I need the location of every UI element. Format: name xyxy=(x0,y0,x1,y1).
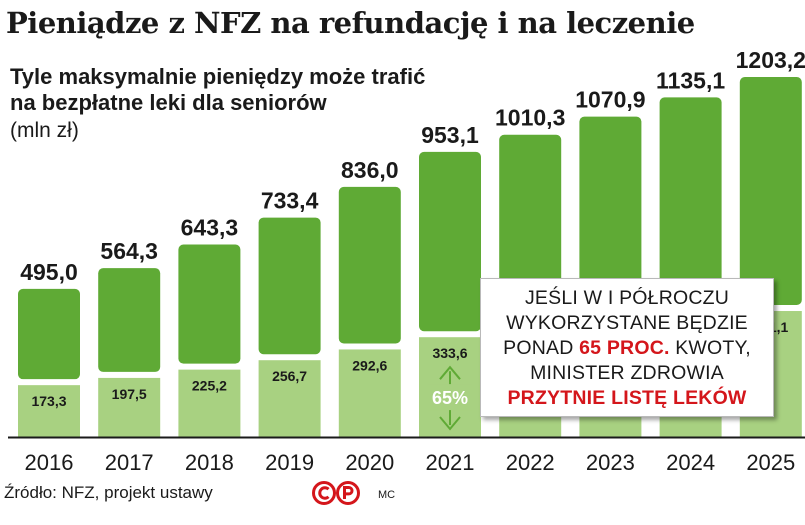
callout-highlight-percent: 65 PROC. xyxy=(579,337,670,359)
x-tick-label-2017: 2017 xyxy=(105,450,154,475)
bar-segment-dark-2022 xyxy=(499,134,562,326)
callout-line-3: PONAD 65 PROC. KWOTY, xyxy=(481,336,773,361)
x-tick-label-2021: 2021 xyxy=(426,450,475,475)
x-tick-label-2016: 2016 xyxy=(25,450,74,475)
bar-segment-light-2017 xyxy=(98,377,161,437)
x-tick-label-2020: 2020 xyxy=(345,450,394,475)
chart-title: Pieniądze z NFZ na refundację i na lecze… xyxy=(6,6,695,40)
subtitle-line-1: Tyle maksymalnie pieniędzy może trafić xyxy=(10,64,426,89)
unit-label: (mln zł) xyxy=(10,119,79,142)
callout-line-3-pre: PONAD xyxy=(503,337,580,359)
bar-total-label-2021: 953,1 xyxy=(421,122,479,148)
bar-value-label-2017: 197,5 xyxy=(112,386,147,402)
x-tick-label-2022: 2022 xyxy=(506,450,555,475)
bar-value-label-2018: 225,2 xyxy=(192,378,227,394)
bar-total-label-2022: 1010,3 xyxy=(495,105,565,131)
bar-segment-light-2019 xyxy=(258,360,321,437)
bar-segment-dark-2021 xyxy=(419,151,481,332)
highlight-label-bg xyxy=(428,384,472,411)
bar-total-label-2016: 495,0 xyxy=(20,259,78,285)
callout-box: JEŚLI W I PÓŁROCZU WYKORZYSTANE BĘDZIE P… xyxy=(480,278,774,417)
bar-segment-light-2018 xyxy=(178,369,241,437)
bar-total-label-2024: 1135,1 xyxy=(656,67,725,93)
callout-line-1: JEŚLI W I PÓŁROCZU xyxy=(524,287,730,309)
bar-segment-dark-2017 xyxy=(98,268,161,372)
source-note: Źródło: NFZ, projekt ustawy xyxy=(4,483,213,502)
bar-total-label-2017: 564,3 xyxy=(100,238,158,264)
bar-value-label-2016: 173,3 xyxy=(31,393,66,409)
chart-subtitle: Tyle maksymalnie pieniędzy może trafić n… xyxy=(10,64,530,116)
x-tick-label-2018: 2018 xyxy=(185,450,234,475)
bar-segment-dark-2018 xyxy=(178,244,241,364)
copyright-logo-icon xyxy=(312,481,360,505)
bar-total-label-2023: 1070,9 xyxy=(575,87,645,113)
bar-segment-dark-2016 xyxy=(18,288,80,380)
bar-value-label-2020: 292,6 xyxy=(352,357,387,373)
bar-segment-dark-2024 xyxy=(659,97,722,313)
callout-line-4: MINISTER ZDROWIA xyxy=(530,362,724,384)
bar-segment-dark-2025 xyxy=(739,77,802,306)
bar-total-label-2018: 643,3 xyxy=(181,215,239,241)
x-tick-label-2019: 2019 xyxy=(265,450,314,475)
x-tick-label-2025: 2025 xyxy=(746,450,795,475)
author-initials: MC xyxy=(378,489,396,501)
bar-segment-dark-2020 xyxy=(338,186,401,344)
callout-line-2: WYKORZYSTANE BĘDZIE xyxy=(506,312,748,334)
x-tick-label-2024: 2024 xyxy=(666,450,715,475)
bar-segment-dark-2023 xyxy=(579,116,642,319)
bar-segment-dark-2019 xyxy=(258,217,321,355)
subtitle-line-2: na bezpłatne leki dla seniorów xyxy=(10,90,327,115)
callout-line-5: PRZYTNIE LISTĘ LEKÓW xyxy=(507,387,747,409)
x-tick-label-2023: 2023 xyxy=(586,450,635,475)
bar-total-label-2020: 836,0 xyxy=(341,157,399,183)
bar-total-label-2025: 1203,2 xyxy=(736,47,805,73)
highlight-percent-label: 65% xyxy=(432,388,468,408)
bar-total-label-2019: 733,4 xyxy=(261,188,319,214)
bar-segment-light-2020 xyxy=(338,349,401,437)
callout-line-3-post: KWOTY, xyxy=(669,337,751,359)
bar-segment-light-2016 xyxy=(18,385,80,437)
highlight-arrow-up-head xyxy=(439,365,461,380)
bar-value-label-2019: 256,7 xyxy=(272,368,307,384)
bar-value-label-2021: 333,6 xyxy=(432,345,467,361)
highlight-arrow-down-head xyxy=(439,416,461,431)
